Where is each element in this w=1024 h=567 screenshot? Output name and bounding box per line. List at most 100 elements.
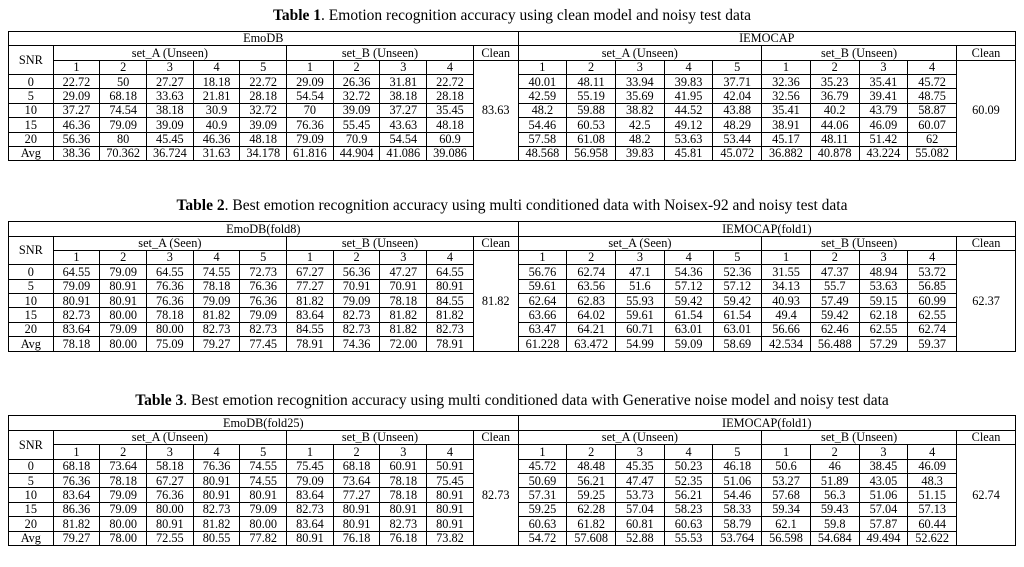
data-cell: 58.69 bbox=[712, 336, 763, 352]
clean-header: Clean bbox=[956, 235, 1016, 251]
data-cell: 31.63 bbox=[192, 145, 241, 162]
data-cell: 78.18 bbox=[52, 336, 101, 352]
clean-value: 81.82 bbox=[472, 249, 519, 352]
data-cell: 52.36 bbox=[712, 264, 763, 280]
data-cell: 55.7 bbox=[809, 278, 860, 295]
data-cell: 37.27 bbox=[379, 102, 428, 119]
data-cell: 79.27 bbox=[52, 530, 101, 546]
data-cell: 53.63 bbox=[858, 278, 909, 295]
clean-header: Clean bbox=[472, 235, 519, 251]
data-cell: 48.3 bbox=[907, 473, 958, 489]
data-cell: 44.904 bbox=[332, 145, 381, 162]
subcol-header: 4 bbox=[663, 444, 714, 460]
data-cell: 39.09 bbox=[332, 102, 381, 119]
data-cell: 55.082 bbox=[907, 145, 957, 162]
data-cell: 38.18 bbox=[146, 102, 194, 119]
clean-header: Clean bbox=[472, 429, 519, 446]
data-cell: 78.91 bbox=[426, 336, 474, 352]
data-cell: 76.18 bbox=[332, 530, 381, 546]
data-cell: 36.882 bbox=[761, 145, 811, 162]
snr-cell: 20 bbox=[8, 131, 54, 147]
table-1-block: Table 1. Emotion recognition accuracy us… bbox=[8, 7, 1017, 162]
data-cell: 75.09 bbox=[146, 336, 194, 352]
subcol-header: 4 bbox=[426, 249, 474, 266]
data-cell: 51.89 bbox=[809, 473, 860, 489]
subcol-header: 3 bbox=[858, 249, 909, 266]
set-a-header: set_A (Unseen) bbox=[517, 45, 763, 61]
data-cell: 64.55 bbox=[52, 264, 101, 280]
data-cell: 83.64 bbox=[286, 516, 334, 532]
data-cell: 35.45 bbox=[426, 102, 474, 119]
data-cell: 59.61 bbox=[615, 307, 665, 323]
data-cell: 81.82 bbox=[192, 516, 241, 532]
data-cell: 43.79 bbox=[858, 102, 909, 119]
data-cell: 48.18 bbox=[239, 131, 288, 147]
data-cell: 79.09 bbox=[99, 117, 148, 133]
subcol-header: 3 bbox=[614, 59, 665, 75]
data-cell: 80.91 bbox=[332, 516, 381, 532]
set-b-header: set_B (Unseen) bbox=[761, 45, 957, 61]
set-a-header: set_A (Unseen) bbox=[517, 429, 763, 446]
data-cell: 22.72 bbox=[52, 73, 101, 90]
snr-cell: 5 bbox=[8, 278, 54, 295]
data-cell: 83.64 bbox=[286, 487, 334, 503]
data-cell: 51.15 bbox=[907, 487, 958, 503]
snr-cell: 20 bbox=[8, 516, 54, 532]
data-cell: 77.82 bbox=[239, 530, 288, 546]
data-cell: 76.36 bbox=[192, 458, 241, 475]
table-2-caption-text: . Best emotion recognition accuracy usin… bbox=[224, 197, 848, 215]
data-cell: 30.9 bbox=[192, 102, 241, 119]
subcol-header: 3 bbox=[146, 444, 194, 460]
data-cell: 80.91 bbox=[192, 473, 241, 489]
data-cell: 46.09 bbox=[858, 117, 909, 133]
data-cell: 49.12 bbox=[663, 117, 714, 133]
data-cell: 56.66 bbox=[761, 321, 811, 338]
data-cell: 76.36 bbox=[52, 473, 101, 489]
data-cell: 53.764 bbox=[712, 530, 763, 546]
data-cell: 80.91 bbox=[239, 487, 288, 503]
data-cell: 83.64 bbox=[52, 321, 101, 338]
data-cell: 40.2 bbox=[809, 102, 860, 119]
subcol-header: 4 bbox=[907, 249, 958, 266]
data-cell: 62.28 bbox=[566, 501, 617, 518]
data-cell: 50.6 bbox=[761, 458, 811, 475]
subcol-header: 1 bbox=[286, 59, 334, 75]
data-cell: 82.73 bbox=[239, 321, 288, 338]
data-cell: 54.99 bbox=[615, 336, 665, 352]
subcol-header: 3 bbox=[379, 59, 428, 75]
data-cell: 64.55 bbox=[426, 264, 474, 280]
data-cell: 80.91 bbox=[192, 487, 241, 503]
data-cell: 38.91 bbox=[761, 117, 811, 133]
data-cell: 81.82 bbox=[379, 321, 428, 338]
data-cell: 75.45 bbox=[286, 458, 334, 475]
data-cell: 80.91 bbox=[426, 516, 474, 532]
data-cell: 27.27 bbox=[146, 73, 194, 90]
clean-value: 62.74 bbox=[956, 444, 1016, 546]
data-cell: 41.95 bbox=[663, 88, 714, 104]
data-cell: 32.72 bbox=[332, 88, 381, 104]
data-cell: 57.31 bbox=[517, 487, 568, 503]
data-cell: 51.42 bbox=[858, 131, 909, 147]
data-cell: 42.5 bbox=[614, 117, 665, 133]
dataset-header-left: EmoDB(fold25) bbox=[8, 415, 519, 431]
data-cell: 59.34 bbox=[761, 501, 811, 518]
data-cell: 56.76 bbox=[517, 264, 568, 280]
table-2-caption-label: Table 2 bbox=[176, 197, 225, 215]
data-cell: 62.55 bbox=[858, 321, 909, 338]
data-cell: 44.06 bbox=[809, 117, 860, 133]
subcol-header: 2 bbox=[809, 249, 860, 266]
subcol-header: 2 bbox=[566, 444, 617, 460]
data-cell: 59.42 bbox=[809, 307, 860, 323]
table-3-block: Table 3. Best emotion recognition accura… bbox=[8, 391, 1017, 546]
data-cell: 38.18 bbox=[379, 88, 428, 104]
data-cell: 76.36 bbox=[286, 117, 334, 133]
table-3-caption-text: . Best emotion recognition accuracy usin… bbox=[183, 391, 889, 409]
dataset-header-right: IEMOCAP(fold1) bbox=[517, 221, 1017, 237]
data-cell: 58.79 bbox=[712, 516, 763, 532]
subcol-header: 3 bbox=[146, 249, 194, 266]
data-cell: 60.9 bbox=[426, 131, 474, 147]
data-cell: 56.488 bbox=[809, 336, 860, 352]
data-cell: 76.36 bbox=[239, 293, 288, 309]
data-cell: 59.61 bbox=[517, 278, 568, 295]
